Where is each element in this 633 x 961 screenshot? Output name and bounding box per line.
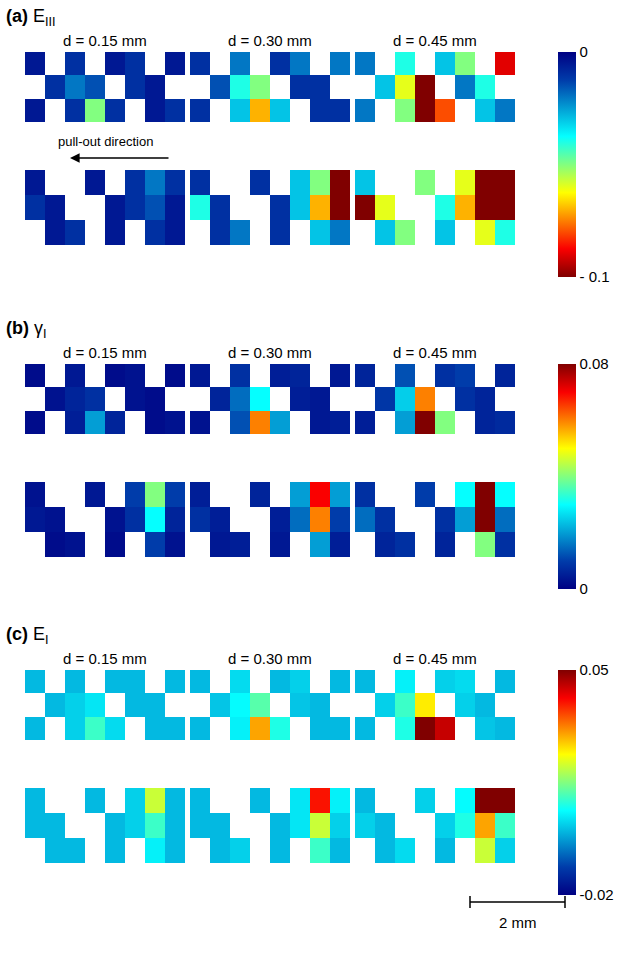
svg-text:(b) γ​I​: (b) γ​I​: [6, 318, 47, 341]
svg-text:2 mm: 2 mm: [499, 914, 537, 931]
svg-text:d = 0.45 mm: d = 0.45 mm: [393, 650, 477, 667]
svg-text:d = 0.30 mm: d = 0.30 mm: [228, 650, 312, 667]
svg-text:d = 0.30 mm: d = 0.30 mm: [228, 344, 312, 361]
svg-text:(a) E​III​: (a) E​III​: [6, 6, 56, 29]
svg-text:d = 0.30 mm: d = 0.30 mm: [228, 32, 312, 49]
svg-text:d = 0.15 mm: d = 0.15 mm: [63, 344, 147, 361]
svg-text:d = 0.15 mm: d = 0.15 mm: [63, 32, 147, 49]
svg-text:0: 0: [580, 43, 588, 60]
svg-text:- 0.1: - 0.1: [580, 268, 610, 285]
svg-text:0.05: 0.05: [580, 661, 609, 678]
svg-text:d = 0.45 mm: d = 0.45 mm: [393, 32, 477, 49]
svg-text:-0.02: -0.02: [580, 886, 614, 903]
svg-text:0: 0: [580, 580, 588, 597]
svg-text:0.08: 0.08: [580, 355, 609, 372]
svg-text:pull-out direction: pull-out direction: [58, 134, 153, 149]
svg-text:(c) E​I​: (c) E​I​: [6, 624, 49, 647]
svg-text:d = 0.45 mm: d = 0.45 mm: [393, 344, 477, 361]
svg-text:d = 0.15 mm: d = 0.15 mm: [63, 650, 147, 667]
